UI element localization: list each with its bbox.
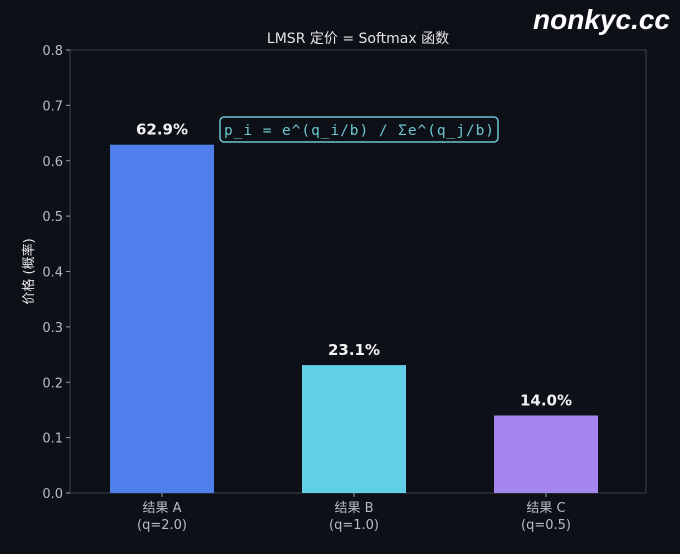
y-tick-label: 0.4 xyxy=(42,266,63,281)
y-tick-label: 0.8 xyxy=(42,44,63,59)
x-tick-sublabel: (q=2.0) xyxy=(137,518,187,533)
bar xyxy=(302,365,406,493)
y-tick-label: 0.2 xyxy=(42,376,63,391)
y-tick-label: 0.0 xyxy=(42,487,63,502)
chart-title: LMSR 定价 = Softmax 函数 xyxy=(267,31,449,47)
x-tick-label: 结果 A xyxy=(142,501,181,516)
y-tick-label: 0.6 xyxy=(42,155,63,170)
y-tick-label: 0.7 xyxy=(42,99,63,114)
data-label: 14.0% xyxy=(520,391,572,409)
formula-box xyxy=(219,116,499,143)
data-label: 62.9% xyxy=(136,121,188,139)
y-axis-label: 价格 (概率) xyxy=(21,238,37,304)
x-tick-label: 结果 B xyxy=(334,501,373,516)
x-tick-label: 结果 C xyxy=(526,501,565,516)
x-tick-sublabel: (q=0.5) xyxy=(521,518,571,533)
formula-annotation: p_i = e^(q_i/b) / Σe^(q_j/b) xyxy=(224,123,494,139)
bar xyxy=(494,415,598,493)
y-tick-label: 0.3 xyxy=(42,321,63,336)
data-label: 23.1% xyxy=(328,341,380,359)
y-tick-label: 0.5 xyxy=(42,210,63,225)
watermark: nonkyc.cc xyxy=(533,4,670,35)
y-tick-label: 0.1 xyxy=(42,432,63,447)
bar xyxy=(110,144,214,493)
x-tick-sublabel: (q=1.0) xyxy=(329,518,379,533)
